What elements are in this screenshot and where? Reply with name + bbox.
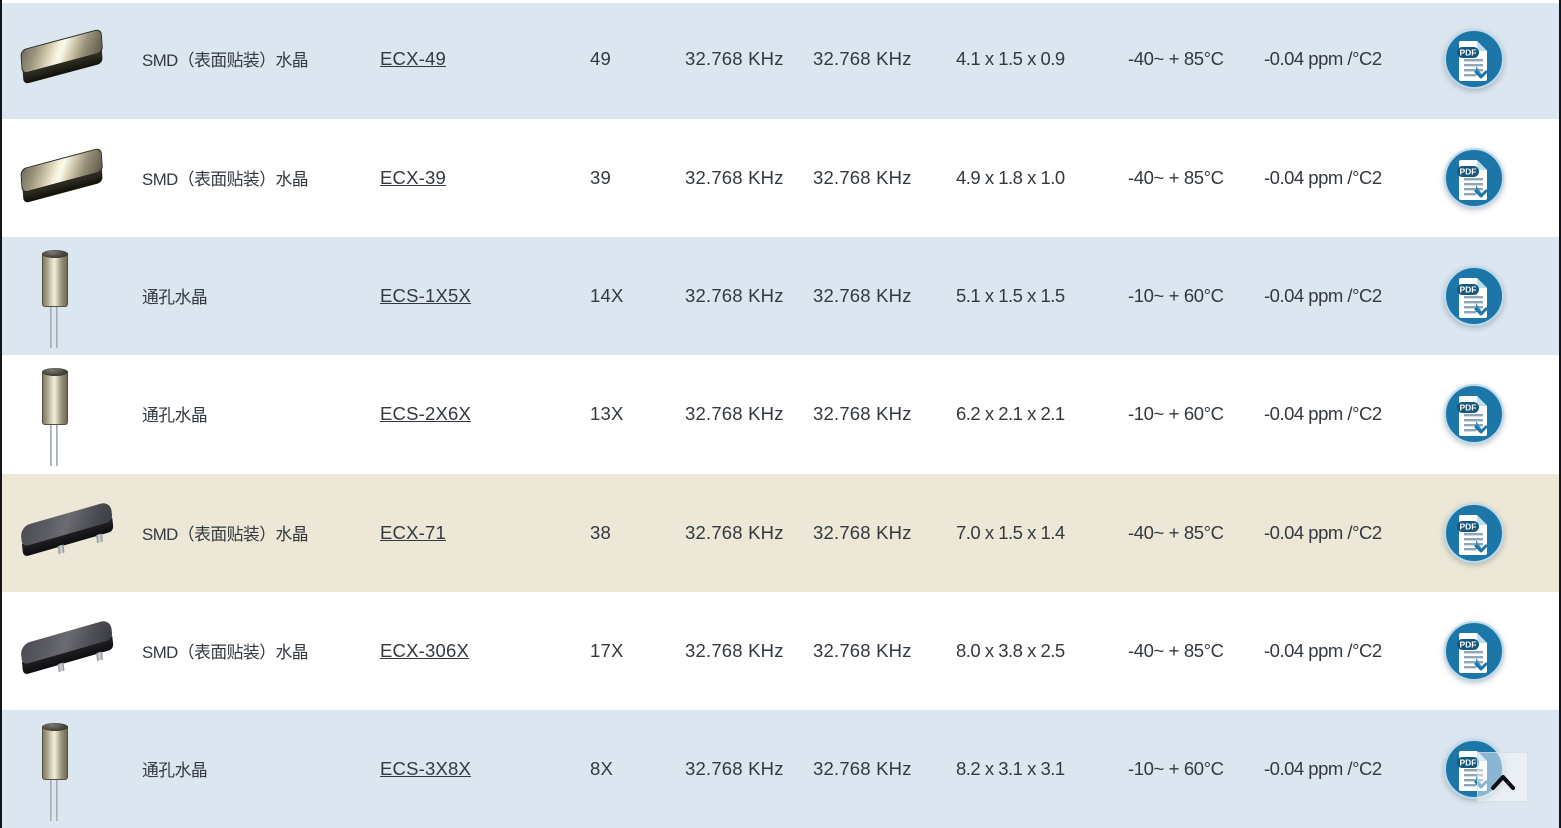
svg-text:PDF: PDF — [1460, 640, 1477, 650]
svg-text:PDF: PDF — [1460, 521, 1477, 531]
svg-text:PDF: PDF — [1460, 48, 1477, 58]
svg-text:PDF: PDF — [1460, 758, 1477, 768]
svg-text:PDF: PDF — [1460, 166, 1477, 176]
svg-text:PDF: PDF — [1460, 403, 1477, 413]
svg-text:PDF: PDF — [1460, 285, 1477, 295]
